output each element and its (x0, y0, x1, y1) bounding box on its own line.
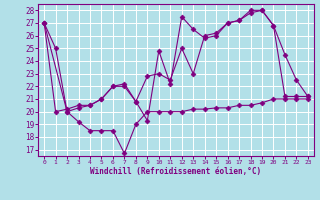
X-axis label: Windchill (Refroidissement éolien,°C): Windchill (Refroidissement éolien,°C) (91, 167, 261, 176)
